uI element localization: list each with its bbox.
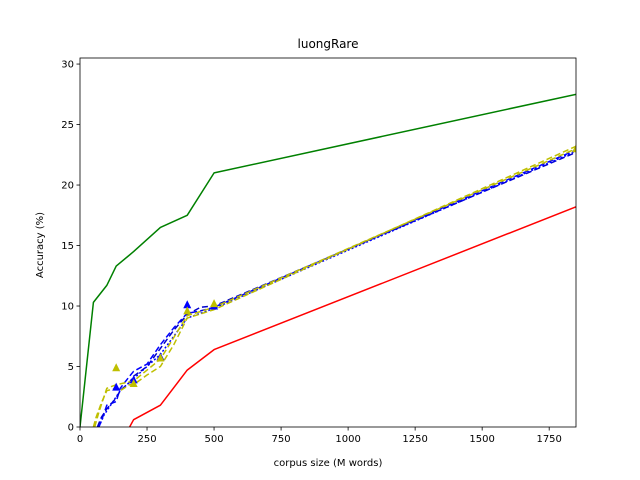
x-tick-label: 1250: [402, 434, 427, 445]
series-line-3: [96, 151, 576, 427]
axes: 0 250 500 750 1000 1250 1500 1750 0 5 10 15 20 25 30: [61, 57, 577, 445]
x-axis-title: corpus size (M words): [274, 458, 383, 469]
y-tick-label: 10: [61, 302, 74, 313]
data-point-8-3: [183, 306, 192, 315]
x-tick-label: 0: [77, 434, 83, 445]
data-point-7-3: [183, 300, 192, 309]
data-point-8-4: [210, 299, 219, 308]
series-group: [80, 93, 576, 427]
x-tick-label: 1000: [335, 434, 360, 445]
chart-title: luongRare: [298, 37, 359, 51]
data-point-8-5: [572, 144, 576, 153]
series-line-2: [98, 149, 576, 427]
x-tick-label: 250: [137, 434, 156, 445]
y-axis-title: Accuracy (%): [35, 212, 46, 278]
data-point-7-0: [112, 382, 121, 391]
series-line-0: [80, 93, 576, 427]
data-point-8-0: [112, 363, 121, 372]
y-tick-label: 15: [61, 241, 74, 252]
plot-area: [80, 93, 576, 427]
y-tick-label: 0: [68, 423, 74, 434]
data-point-8-1: [129, 378, 138, 387]
axes-frame: [79, 57, 577, 428]
y-tick-label: 25: [61, 120, 74, 131]
x-tick-label: 500: [205, 434, 224, 445]
y-tick-label: 30: [61, 60, 74, 71]
x-tick-label: 1750: [536, 434, 561, 445]
x-tick-label: 750: [272, 434, 291, 445]
series-line-1: [128, 206, 576, 427]
data-point-8-2: [156, 353, 165, 362]
y-tick-label: 20: [61, 181, 74, 192]
y-tick-label: 5: [68, 362, 74, 373]
x-tick-label: 1500: [469, 434, 494, 445]
